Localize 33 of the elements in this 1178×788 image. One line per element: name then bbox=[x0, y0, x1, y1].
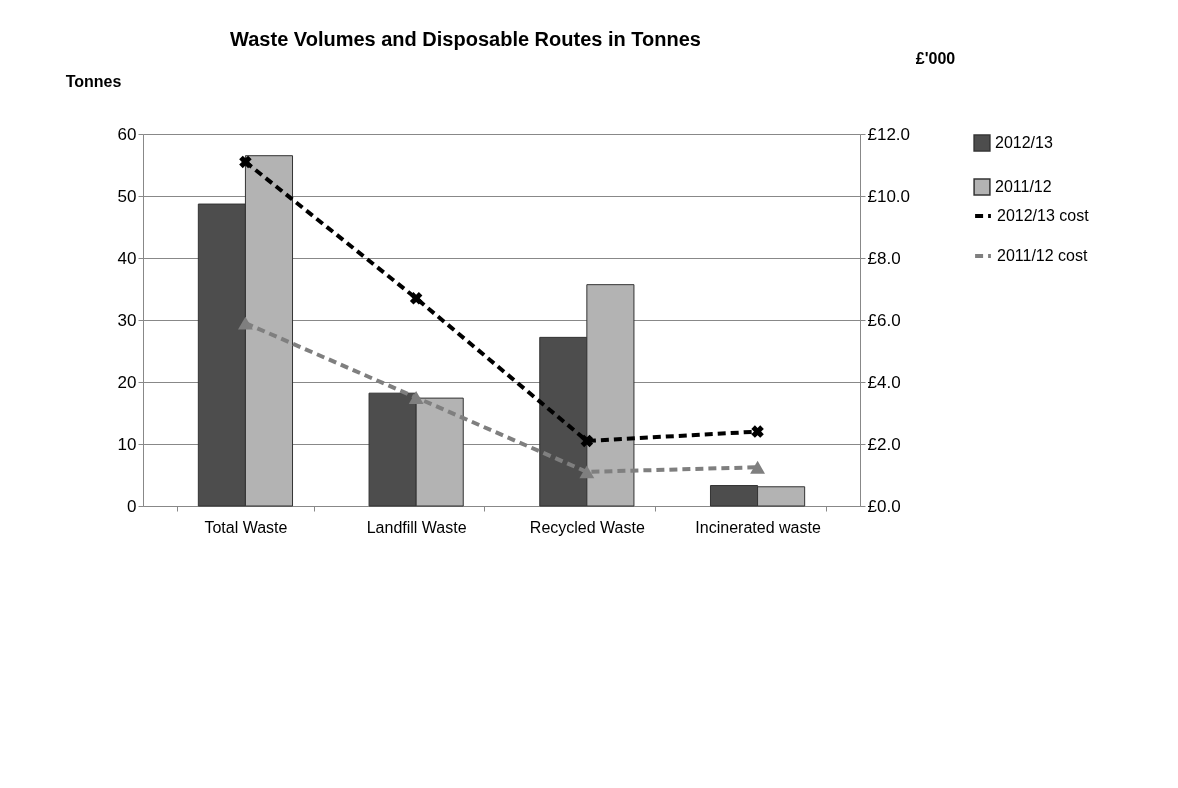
point bbox=[580, 434, 594, 448]
point bbox=[239, 155, 252, 169]
x-tick-label: Landfill Waste bbox=[366, 518, 467, 536]
y-tick-label: 30 bbox=[117, 310, 137, 330]
y-tick-label: 0 bbox=[127, 496, 137, 516]
y2-tick-label: £6.0 bbox=[867, 310, 901, 330]
point bbox=[238, 316, 253, 330]
y2-axis-title: £'000 bbox=[915, 49, 956, 67]
legend-label: 2012/13 cost bbox=[997, 207, 1090, 224]
legend-label: 2011/12 cost bbox=[997, 247, 1088, 264]
y-tick-label: 20 bbox=[117, 372, 137, 392]
x-tick-label: Recycled Waste bbox=[529, 518, 645, 536]
y-tick-label: 40 bbox=[117, 248, 137, 268]
point bbox=[579, 465, 595, 479]
y-axis-title: Tonnes bbox=[65, 72, 122, 90]
y-tick-label: 60 bbox=[117, 124, 137, 144]
y-tick-label: 10 bbox=[117, 434, 137, 454]
y-tick-label: 50 bbox=[117, 186, 137, 206]
legend-label: 2012/13 bbox=[995, 134, 1053, 151]
y2-tick-label: £0.0 bbox=[867, 496, 901, 516]
y2-tick-label: £4.0 bbox=[867, 372, 901, 392]
chart-title: Waste Volumes and Disposable Routes in Tonnes bbox=[230, 28, 701, 50]
point bbox=[750, 460, 765, 474]
y2-tick-label: £8.0 bbox=[867, 248, 901, 268]
legend-label: 2011/12 bbox=[995, 178, 1052, 195]
point bbox=[408, 391, 424, 404]
x-tick-label: Total Waste bbox=[204, 518, 288, 536]
y2-tick-label: £2.0 bbox=[867, 434, 901, 454]
x-tick-label: Incinerated waste bbox=[695, 518, 821, 536]
y2-tick-label: £12.0 bbox=[867, 124, 911, 144]
point bbox=[409, 292, 423, 305]
y2-tick-label: £10.0 bbox=[867, 186, 911, 206]
point bbox=[751, 425, 764, 438]
